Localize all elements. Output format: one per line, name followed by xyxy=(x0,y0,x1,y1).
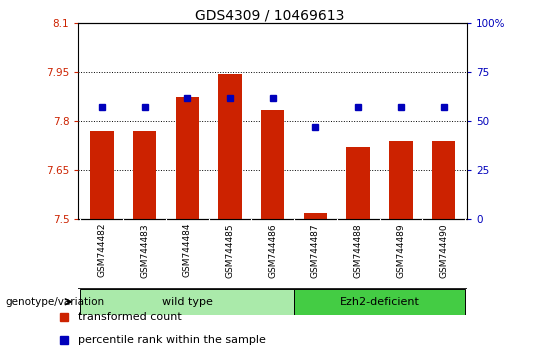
Text: GDS4309 / 10469613: GDS4309 / 10469613 xyxy=(195,9,345,23)
Text: GSM744485: GSM744485 xyxy=(226,223,234,278)
Bar xyxy=(389,141,413,219)
Bar xyxy=(90,131,113,219)
Bar xyxy=(176,97,199,219)
Text: GSM744483: GSM744483 xyxy=(140,223,149,278)
Text: GSM744484: GSM744484 xyxy=(183,223,192,278)
Bar xyxy=(294,289,465,315)
Text: GSM744486: GSM744486 xyxy=(268,223,277,278)
Bar xyxy=(133,131,156,219)
Text: genotype/variation: genotype/variation xyxy=(5,297,105,307)
Bar xyxy=(261,110,285,219)
Bar xyxy=(80,289,294,315)
Text: Ezh2-deficient: Ezh2-deficient xyxy=(340,297,420,307)
Text: GSM744488: GSM744488 xyxy=(354,223,363,278)
Bar xyxy=(303,213,327,219)
Text: GSM744489: GSM744489 xyxy=(396,223,406,278)
Text: GSM744490: GSM744490 xyxy=(439,223,448,278)
Bar xyxy=(432,141,455,219)
Text: transformed count: transformed count xyxy=(78,312,182,322)
Text: percentile rank within the sample: percentile rank within the sample xyxy=(78,335,266,346)
Text: GSM744487: GSM744487 xyxy=(311,223,320,278)
Bar xyxy=(218,74,242,219)
Text: wild type: wild type xyxy=(162,297,213,307)
Bar xyxy=(346,148,370,219)
Text: GSM744482: GSM744482 xyxy=(97,223,106,278)
